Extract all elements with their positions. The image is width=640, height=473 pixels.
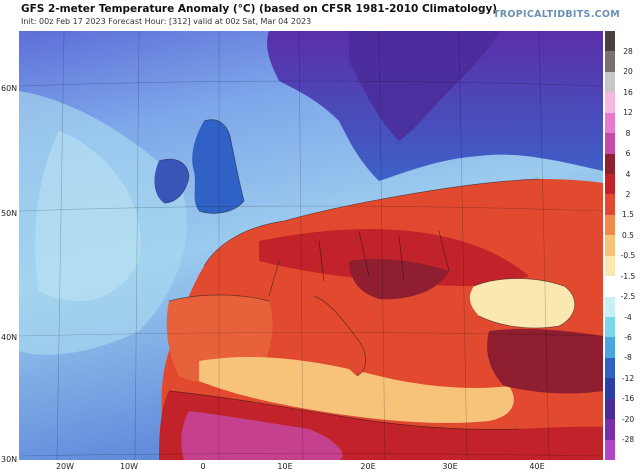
sahara-anomaly [181,411,343,460]
colorbar-label: -2.5 [620,292,636,302]
ireland [154,159,189,203]
colorbar-swatch [605,378,615,400]
colorbar-label: -8 [624,353,632,363]
colorbar-label: -20 [621,414,635,424]
brand-logo-text[interactable]: TROPICALTIDBITS.COM [493,9,620,20]
borders [158,119,575,430]
anomaly-map[interactable] [19,31,603,460]
lon-label-20e: 20E [360,462,376,471]
map-subtitle: Init: 00z Feb 17 2023 Forecast Hour: [31… [21,17,312,26]
colorbar-swatch [605,112,615,134]
colorbar-swatch [605,317,615,338]
lon-label-20w: 20W [55,462,75,471]
colorbar-swatch [605,296,615,318]
colorbar-swatch [605,133,615,155]
mediterranean-sea [199,356,514,423]
colorbar-swatch [605,92,615,114]
map-title: GFS 2-meter Temperature Anomaly (°C) (ba… [21,3,498,15]
colorbar-label: 2 [625,189,631,199]
colorbar-swatch [605,235,615,257]
lon-label-40e: 40E [529,462,545,471]
italy [311,296,366,376]
colorbar-swatch [605,357,615,379]
central-europe-hot [259,229,529,286]
colorbar-label: 20 [623,67,633,77]
colorbar-swatch [605,153,615,175]
lat-label-40n: 40N [1,333,18,342]
colorbar-swatch [605,439,615,461]
colorbar-label: -12 [621,373,635,383]
colorbar-label: 1.5 [622,210,634,220]
black-sea [469,278,575,328]
colorbar-label: 16 [623,87,633,97]
graticule [19,31,603,460]
colorbar-label: 12 [623,108,633,118]
colorbar-swatch [605,214,615,236]
colorbar-swatch [605,276,615,298]
lon-label-10w: 10W [119,462,139,471]
lon-label-0: 0 [200,462,206,471]
lat-label-50n: 50N [1,209,18,218]
colorbar-swatch [605,174,615,195]
colorbar-swatch [605,419,615,441]
colorbar-swatch [605,337,615,359]
colorbar-label: 8 [625,128,631,138]
colorbar-swatch [605,255,615,277]
colorbar-label: 28 [623,46,633,56]
balkan-hot [349,259,449,300]
scandinavia-cold [267,31,603,181]
colorbar-swatch [605,51,615,73]
colorbar-swatch [605,71,615,93]
colorbar-label: -6 [624,332,632,342]
lon-label-30e: 30E [442,462,458,471]
deep-cold-region [349,31,499,141]
lon-label-10e: 10E [277,462,293,471]
lat-label-30n: 30N [1,455,18,464]
colorbar-label: -28 [621,435,635,445]
colorbar-label: -4 [624,312,632,322]
map-canvas [19,31,603,460]
colorbar-swatch [605,194,615,216]
turkey-hot [487,328,603,394]
colorbar-label: 4 [625,169,631,179]
colorbar-label: -0.5 [620,251,636,261]
lat-label-60n: 60N [1,84,18,93]
colorbar-label: 6 [625,149,631,159]
ocean-swirl-inner [35,131,141,301]
colorbar-swatch [605,398,615,420]
great-britain [192,119,244,214]
colorbar-label: 0.5 [622,230,634,240]
colorbar: 28 20 16 12 8 6 4 2 1.5 0.5 -0.5 -1.5 -2.5 -4 -6 -8 -12 -… [605,31,640,461]
header: GFS 2-meter Temperature Anomaly (°C) (ba… [0,0,640,30]
colorbar-label: -1.5 [620,271,636,281]
colorbar-swatch [605,31,615,52]
colorbar-label: -16 [621,394,635,404]
